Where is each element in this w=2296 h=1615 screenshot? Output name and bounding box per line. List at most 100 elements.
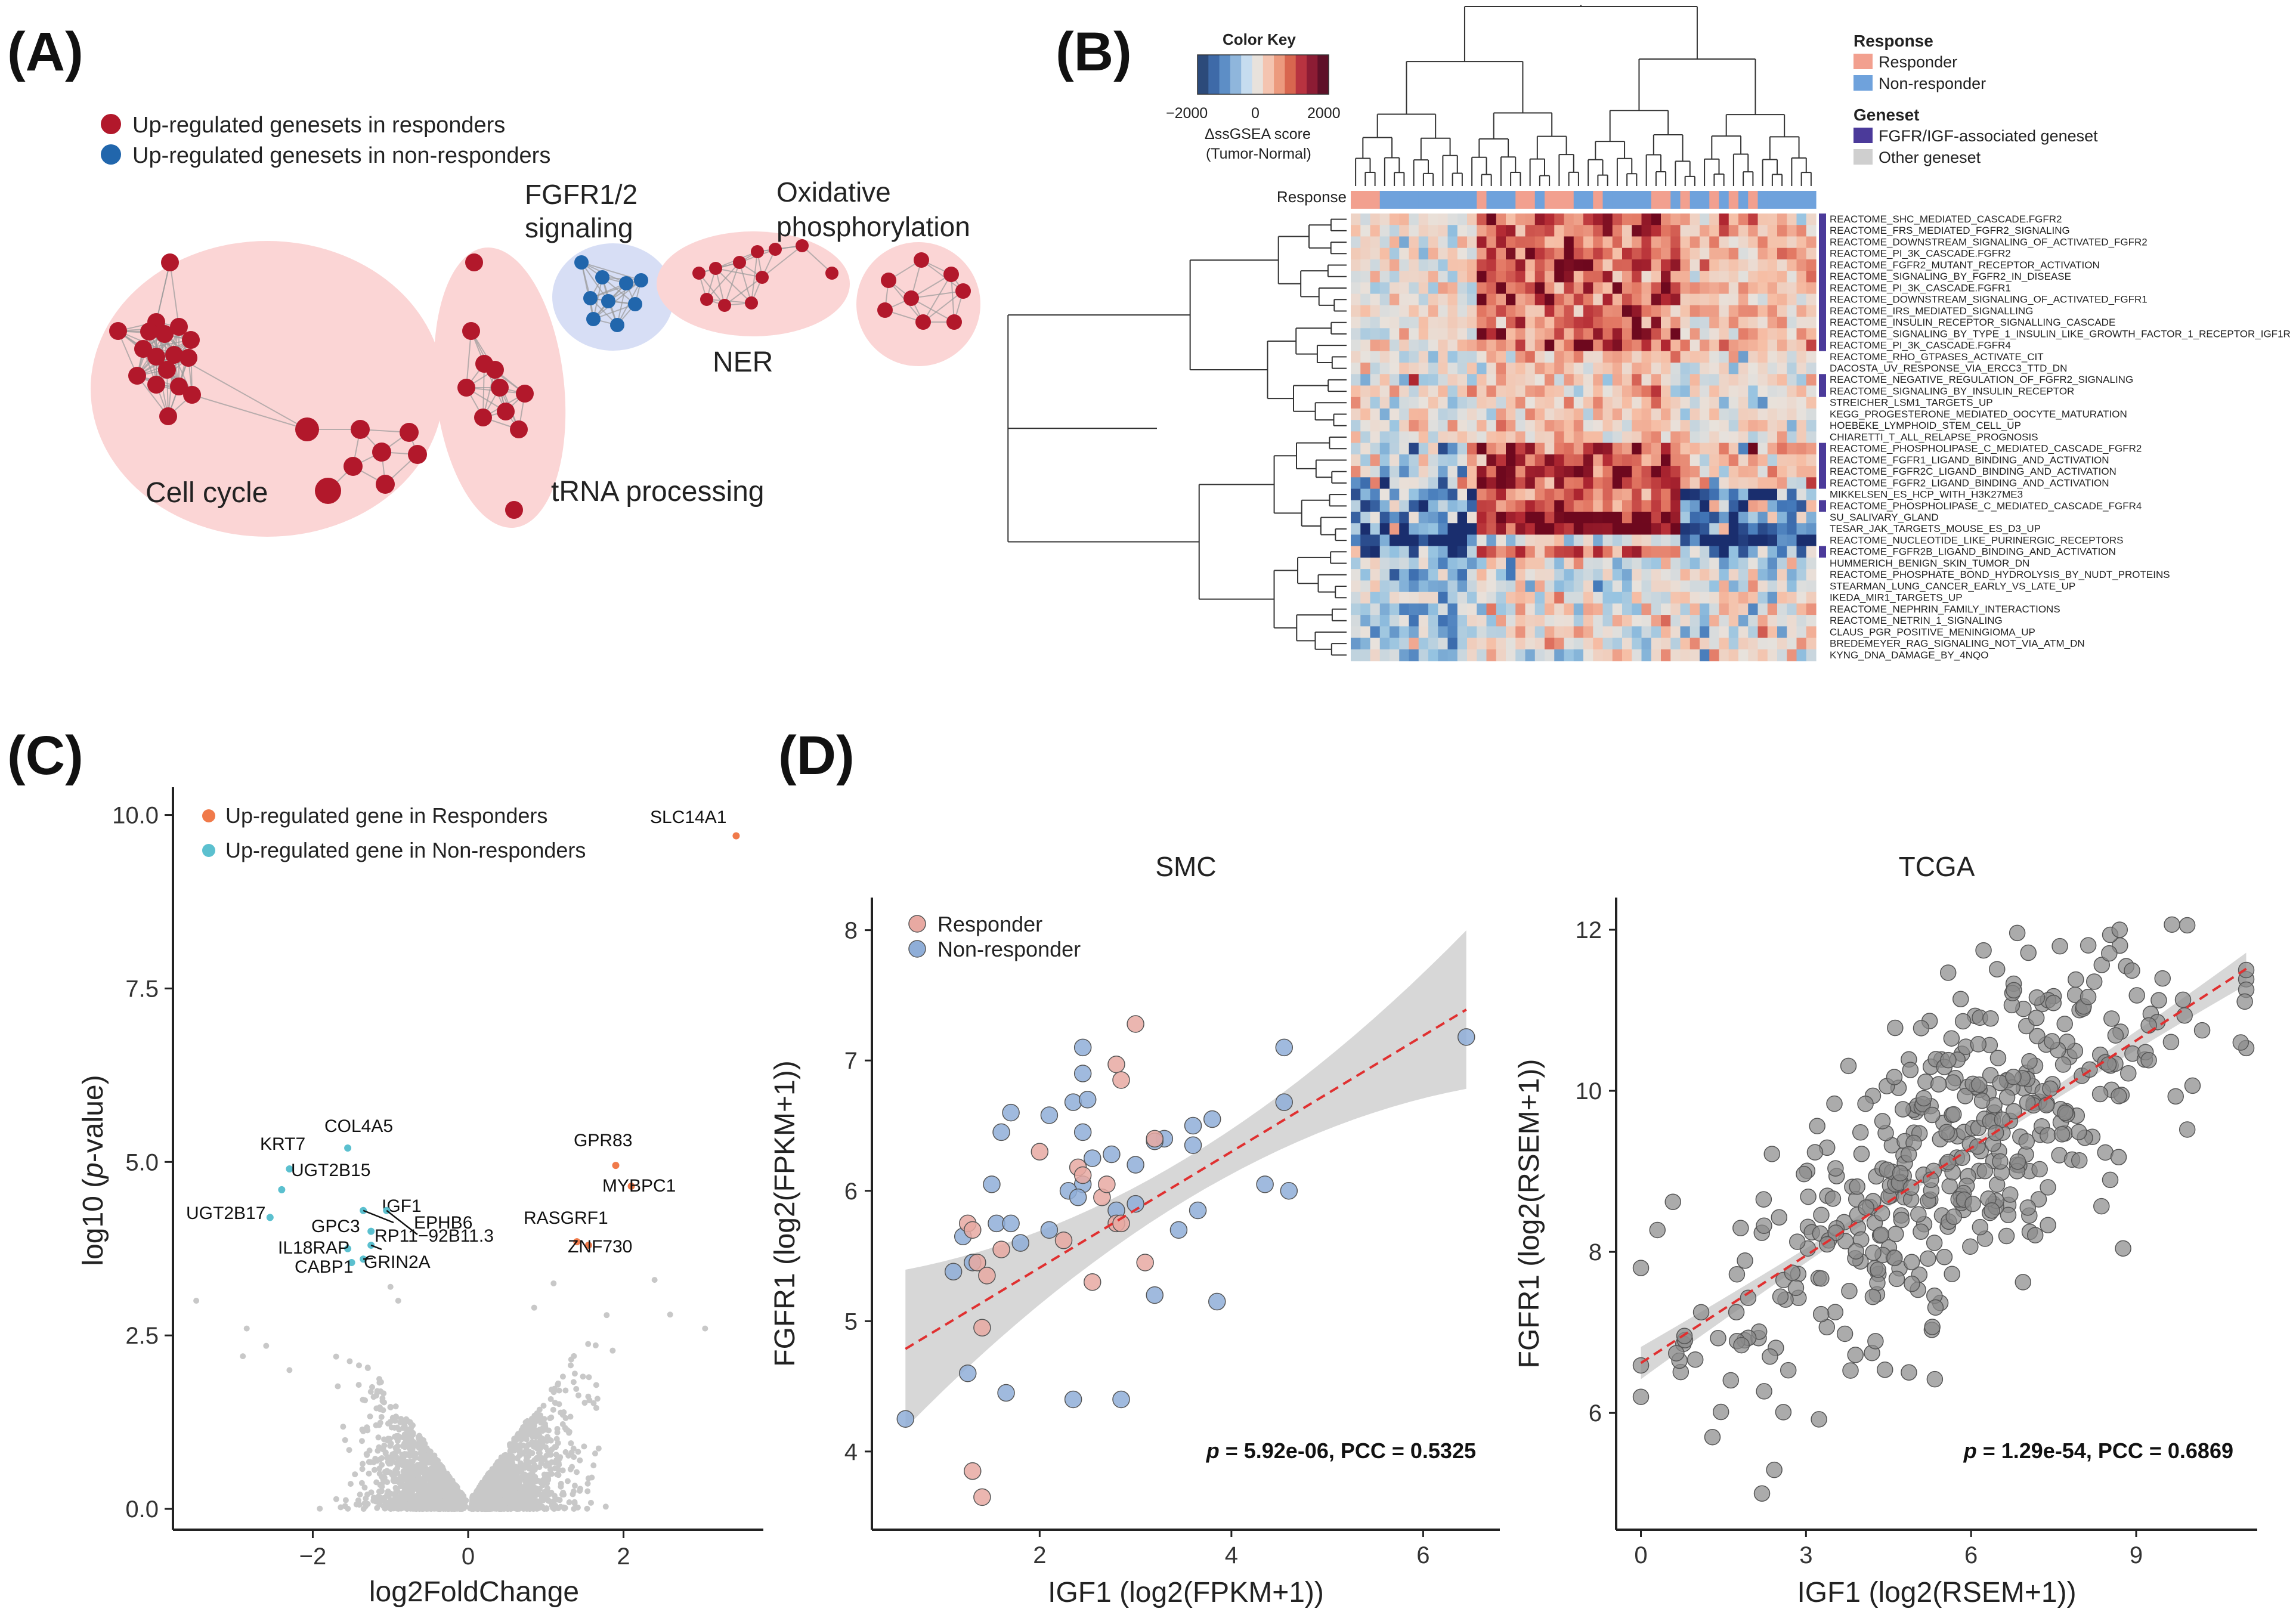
heatmap-cell [1602,557,1613,570]
response-cell [1554,191,1565,209]
heatmap-cell [1641,225,1652,237]
heatmap-cell [1651,374,1661,386]
volcano-point [586,1397,593,1403]
heatmap-cell [1728,557,1739,570]
volcano-point [363,1503,369,1509]
heatmap-cell [1738,546,1749,558]
heatmap-cell [1787,500,1797,512]
heatmap-cell [1409,443,1419,455]
volcano-point [553,1452,559,1458]
heatmap-cell [1477,638,1487,650]
heatmap-cell [1428,443,1438,455]
heatmap-cell [1351,293,1361,306]
heatmap-cell [1632,271,1642,283]
heatmap-cell [1728,363,1739,375]
heatmap-cell [1796,225,1807,237]
heatmap-cell [1428,374,1438,386]
heatmap-cell [1632,454,1642,466]
heatmap-cell [1399,500,1410,512]
heatmap-cell [1467,408,1477,420]
heatmap-cell [1748,214,1759,225]
heatmap-cell [1680,236,1691,249]
heatmap-cell [1777,408,1787,420]
heatmap-cell [1447,305,1458,317]
heatmap-cell [1360,236,1371,249]
volcano-point [378,1413,385,1420]
heatmap-cell [1777,397,1787,409]
heatmap-cell [1767,305,1778,317]
heatmap-cell [1545,351,1555,363]
heatmap-cell [1418,488,1429,501]
heatmap-cell [1738,328,1749,341]
volcano-point [386,1461,392,1467]
heatmap-cell [1534,339,1545,352]
heatmap-cell [1632,374,1642,386]
geneset-cell [1819,512,1826,524]
heatmap-cell [1545,523,1555,536]
heatmap-cell [1777,328,1787,341]
geneset-cell [1819,626,1826,639]
heatmap-cell [1757,351,1768,363]
volcano-point [577,1457,583,1464]
heatmap-cell [1728,649,1739,661]
heatmap-cell [1738,214,1749,225]
heatmap-cell [1583,626,1593,639]
heatmap-cell [1379,225,1390,237]
heatmap-cell [1515,236,1526,249]
heatmap-cell [1438,431,1449,444]
volcano-point [355,1382,362,1388]
volcano-point [400,1443,406,1449]
heatmap-cell [1534,569,1545,581]
heatmap-cell [1661,477,1671,490]
heatmap-cell [1447,454,1458,466]
heatmap-cell [1709,603,1720,615]
heatmap-row-label: HUMMERICH_BENIGN_SKIN_TUMOR_DN [1830,558,2029,569]
volcano-point [398,1416,404,1422]
heatmap-cell [1670,305,1681,317]
heatmap-row-label: REACTOME_SIGNALING_BY_TYPE_1_INSULIN_LIK… [1830,328,2291,339]
heatmap-cell [1438,420,1449,432]
heatmap-cell [1680,569,1691,581]
heatmap-cell [1399,271,1410,283]
heatmap-cell [1564,247,1574,260]
heatmap-cell [1486,236,1497,249]
volcano-point [594,1396,601,1402]
heatmap-cell [1583,247,1593,260]
heatmap-cell [1515,523,1526,536]
heatmap-cell [1593,259,1604,271]
heatmap-cell [1409,649,1419,661]
heatmap-cell [1525,339,1536,352]
heatmap-cell [1777,580,1787,593]
heatmap-cell [1593,488,1604,501]
network-nodes [109,239,971,519]
volcano-point [564,1478,571,1484]
heatmap-cell [1409,477,1419,490]
volcano-point [536,1427,542,1434]
heatmap-cell [1360,225,1371,237]
heatmap-cell [1515,534,1526,547]
heatmap-cell [1554,534,1565,547]
heatmap-cell [1525,626,1536,639]
heatmap-cell [1680,282,1691,295]
heatmap-cell [1534,397,1545,409]
heatmap-cell [1641,408,1652,420]
heatmap-cell [1573,615,1584,627]
heatmap-cell [1573,580,1584,593]
heatmap-cell [1748,569,1759,581]
heatmap-cell [1525,580,1536,593]
heatmap-cell [1496,534,1506,547]
heatmap-cell [1593,500,1604,512]
heatmap-cell [1593,271,1604,283]
heatmap-cell [1564,408,1574,420]
heatmap-cell [1709,431,1720,444]
heatmap-cell [1457,569,1468,581]
network-node [914,252,929,268]
heatmap-cell [1573,236,1584,249]
volcano-point [587,1499,594,1506]
network-edge [739,262,752,304]
heatmap-cell [1709,305,1720,317]
heatmap-cell [1767,247,1778,260]
volcano-point [550,1406,556,1413]
heatmap-cell [1767,259,1778,271]
heatmap-cell [1632,225,1642,237]
